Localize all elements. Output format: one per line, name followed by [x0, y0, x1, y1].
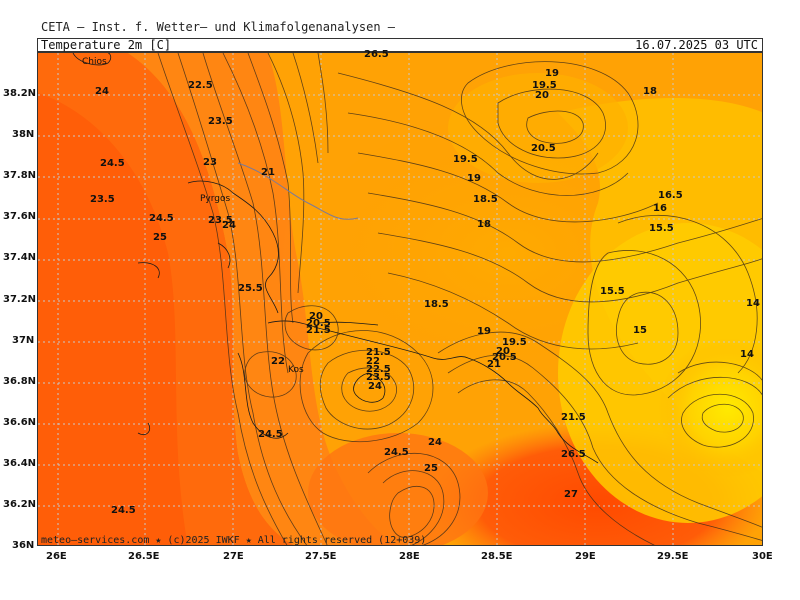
- contour-label: 18: [643, 86, 657, 97]
- graticule: [38, 53, 762, 545]
- warm-sea-south: [308, 433, 488, 545]
- contour-label: 20: [309, 311, 323, 322]
- contour-label: 18.5: [424, 299, 449, 310]
- lon-label: 26E: [46, 551, 67, 562]
- lon-label: 29E: [575, 551, 596, 562]
- contour-label: 15.5: [600, 286, 625, 297]
- isotherms: [157, 53, 762, 545]
- place-label-chios: Chios: [82, 57, 107, 67]
- contour-label: 24.5: [149, 213, 174, 224]
- contour-label: 24: [95, 86, 109, 97]
- contour-label: 20: [496, 346, 510, 357]
- place-label-kos: Kos: [288, 365, 304, 375]
- contour-label: 20.5: [306, 318, 331, 329]
- contour-label: 22: [366, 356, 380, 367]
- contour-label: 20.5: [492, 352, 517, 363]
- contour-label: 14: [746, 298, 760, 309]
- contour-label: 25: [153, 232, 167, 243]
- contour-label: 27: [564, 489, 578, 500]
- map-title-bar: Temperature 2m [C] 16.07.2025 03 UTC: [37, 38, 763, 52]
- contour-label: 18: [477, 219, 491, 230]
- contour-label: 15.5: [649, 223, 674, 234]
- lat-label: 37.8N: [3, 170, 37, 181]
- contour-label: 19.5: [453, 154, 478, 165]
- contour-label: 24: [368, 381, 382, 392]
- lat-label: 36.8N: [3, 376, 37, 387]
- contour-label: 26.5: [561, 449, 586, 460]
- lon-label: 29.5E: [657, 551, 689, 562]
- contour-label: 23.5: [208, 215, 233, 226]
- contour-label: 24: [222, 220, 236, 231]
- parameter-title: Temperature 2m [C]: [41, 38, 172, 52]
- contour-label: 21.5: [306, 325, 331, 336]
- contour-label: 22.5: [188, 80, 213, 91]
- agency-header: CETA — Inst. f. Wetter— und Klimafolgena…: [41, 20, 396, 34]
- lat-label: 37.2N: [3, 294, 37, 305]
- contour-label: 22: [271, 356, 285, 367]
- lat-label: 36N: [12, 540, 35, 551]
- contour-label: 21.5: [561, 412, 586, 423]
- contour-label: 16: [653, 203, 667, 214]
- contour-label: 15: [633, 325, 647, 336]
- lon-label: 28.5E: [481, 551, 513, 562]
- contour-label: 23.5: [366, 372, 391, 383]
- contour-label: 24.5: [111, 505, 136, 516]
- contour-label: 24.5: [100, 158, 125, 169]
- contour-label: 18.5: [473, 194, 498, 205]
- contour-label: 19: [467, 173, 481, 184]
- contour-label: 14: [740, 349, 754, 360]
- contour-label: 20.5: [531, 143, 556, 154]
- contour-label: 21.5: [366, 347, 391, 358]
- contour-label: 23.5: [208, 116, 233, 127]
- map-svg: [38, 53, 762, 545]
- lon-label: 27.5E: [305, 551, 337, 562]
- border-line: [237, 162, 359, 220]
- warm-band: [128, 53, 396, 545]
- contour-label: 24.5: [258, 429, 283, 440]
- contour-label: 25.5: [238, 283, 263, 294]
- temperature-map: [37, 52, 763, 546]
- contour-label: 24.5: [384, 447, 409, 458]
- contour-label: 19.5: [502, 337, 527, 348]
- contour-label: 25: [424, 463, 438, 474]
- lat-label: 38N: [12, 129, 35, 140]
- hottest-sea-west: [38, 93, 188, 545]
- lat-label: 38.2N: [3, 88, 37, 99]
- contour-label: 19.5: [532, 80, 557, 91]
- lon-label: 27E: [223, 551, 244, 562]
- contour-label: 21: [487, 359, 501, 370]
- coastlines: [72, 53, 599, 464]
- place-label-pyrgos: Pyrgos: [200, 194, 231, 204]
- valid-time: 16.07.2025 03 UTC: [635, 38, 758, 52]
- contour-label: 23.5: [90, 194, 115, 205]
- lon-label: 28E: [399, 551, 420, 562]
- cool-north: [448, 73, 628, 183]
- contour-label: 19: [545, 68, 559, 79]
- contour-label: 16.5: [658, 190, 683, 201]
- contour-label: 22.5: [366, 364, 391, 375]
- contour-label: 19: [477, 326, 491, 337]
- lat-label: 36.4N: [3, 458, 37, 469]
- contour-label: 21: [261, 167, 275, 178]
- lat-label: 37.4N: [3, 252, 37, 263]
- contour-label: 20: [535, 90, 549, 101]
- contour-label: 24: [428, 437, 442, 448]
- lat-label: 37N: [12, 335, 35, 346]
- lat-label: 37.6N: [3, 211, 37, 222]
- lon-label: 26.5E: [128, 551, 160, 562]
- lon-label: 30E: [752, 551, 773, 562]
- lat-label: 36.2N: [3, 499, 37, 510]
- contour-label: 23: [203, 157, 217, 168]
- contour-label: 26.5: [364, 49, 389, 60]
- copyright-credit: meteo—services.com ★ (c)2025 IWKF ★ All …: [41, 535, 427, 546]
- lat-label: 36.6N: [3, 417, 37, 428]
